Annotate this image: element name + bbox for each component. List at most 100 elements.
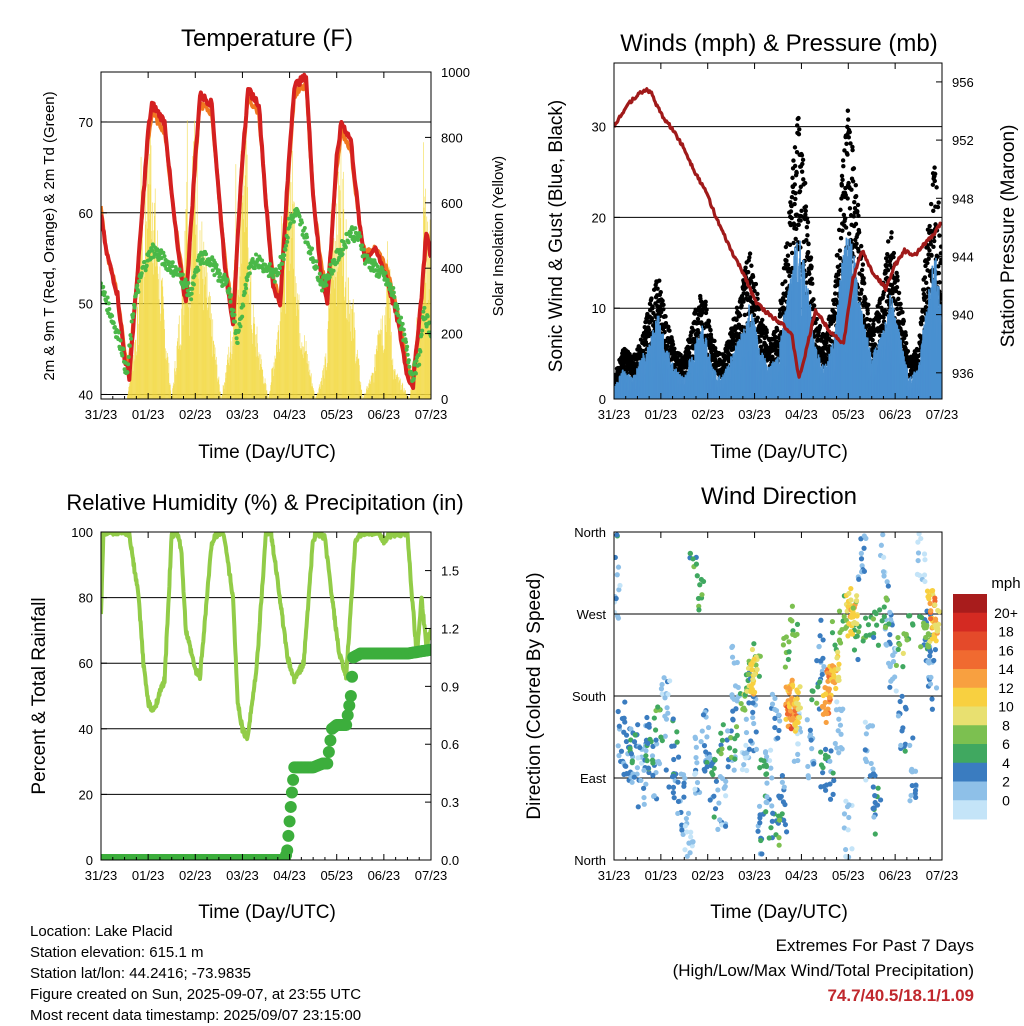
dewpoint-point [300, 221, 304, 225]
dewpoint-point [204, 252, 208, 256]
temperature-ylabel-left: 2m & 9m T (Red, Orange) & 2m Td (Green) [41, 91, 58, 380]
dewpoint-point [177, 267, 181, 271]
dewpoint-point [129, 337, 133, 341]
gust-point [789, 209, 793, 213]
dewpoint-point [201, 257, 205, 261]
gust-point [846, 109, 850, 113]
dewpoint-point [189, 297, 193, 301]
dewpoint-point [349, 231, 353, 235]
gust-point [796, 116, 800, 120]
gust-point [798, 189, 802, 193]
dewpoint-point [232, 313, 236, 317]
gust-point [661, 307, 665, 311]
gust-point [659, 290, 663, 294]
gust-point [792, 202, 796, 206]
dewpoint-point [358, 235, 362, 239]
dewpoint-point [101, 285, 105, 289]
dewpoint-point [405, 345, 409, 349]
dewpoint-point [285, 240, 289, 244]
y2-tick-label: 0 [441, 392, 448, 407]
dewpoint-point [106, 296, 110, 300]
gust-point [655, 287, 659, 291]
gust-point [889, 235, 893, 239]
gust-point [860, 268, 864, 272]
gust-point [839, 236, 843, 240]
gust-point [937, 233, 941, 237]
dewpoint-point [126, 370, 130, 374]
gust-point [919, 322, 923, 326]
gust-point [812, 303, 816, 307]
gust-point [900, 310, 904, 314]
gust-point [846, 181, 850, 185]
gust-point [936, 205, 940, 209]
dewpoint-point [131, 312, 135, 316]
gust-point [925, 261, 929, 265]
gust-point [854, 183, 858, 187]
gust-point [758, 339, 762, 343]
gust-point [797, 223, 801, 227]
gust-point [924, 281, 928, 285]
gust-point [687, 351, 691, 355]
dewpoint-point [420, 333, 424, 337]
gust-point [809, 255, 813, 259]
dewpoint-point [192, 283, 196, 287]
dewpoint-point [417, 353, 421, 357]
gust-point [931, 209, 935, 213]
gust-point [904, 341, 908, 345]
gust-point [886, 239, 890, 243]
gust-point [805, 216, 809, 220]
gust-point [703, 300, 707, 304]
dewpoint-point [119, 339, 123, 343]
dewpoint-point [144, 268, 148, 272]
gust-point [923, 275, 927, 279]
dewpoint-point [136, 290, 140, 294]
dewpoint-point [254, 252, 258, 256]
gust-point [862, 281, 866, 285]
dewpoint-point [273, 280, 277, 284]
gust-point [838, 256, 842, 260]
dewpoint-point [401, 322, 405, 326]
gust-point [840, 174, 844, 178]
gust-point [791, 241, 795, 245]
dewpoint-point [314, 259, 318, 263]
gust-point [931, 183, 935, 187]
gust-point [661, 303, 665, 307]
dewpoint-point [196, 268, 200, 272]
x-tick-label: 03/23 [226, 407, 259, 422]
gust-point [783, 279, 787, 283]
gust-point [793, 182, 797, 186]
dewpoint-point [190, 287, 194, 291]
dewpoint-point [402, 332, 406, 336]
dewpoint-point [386, 278, 390, 282]
gust-point [931, 245, 935, 249]
dewpoint-point [110, 314, 114, 318]
y2-tick-label: 600 [441, 196, 463, 211]
gust-point [798, 218, 802, 222]
x-tick-label: 05/23 [320, 407, 353, 422]
y2-tick-label: 800 [441, 130, 463, 145]
gust-point [937, 280, 941, 284]
gust-point [866, 303, 870, 307]
gust-point [794, 227, 798, 231]
gust-point [933, 179, 937, 183]
gust-point [809, 264, 813, 268]
y-tick-label: 70 [79, 115, 93, 130]
gust-point [844, 142, 848, 146]
gust-point [886, 268, 890, 272]
dewpoint-point [283, 248, 287, 252]
gust-point [847, 135, 851, 139]
winds-title: Winds (mph) & Pressure (mb) [620, 30, 937, 57]
dewpoint-point [133, 306, 137, 310]
dewpoint-point [171, 260, 175, 264]
gust-point [847, 232, 851, 236]
gust-point [866, 311, 870, 315]
dewpoint-point [192, 274, 196, 278]
gust-point [795, 123, 799, 127]
gust-point [846, 117, 850, 121]
dewpoint-point [414, 359, 418, 363]
gust-point [748, 251, 752, 255]
dewpoint-point [227, 287, 231, 291]
gust-point [895, 274, 899, 278]
